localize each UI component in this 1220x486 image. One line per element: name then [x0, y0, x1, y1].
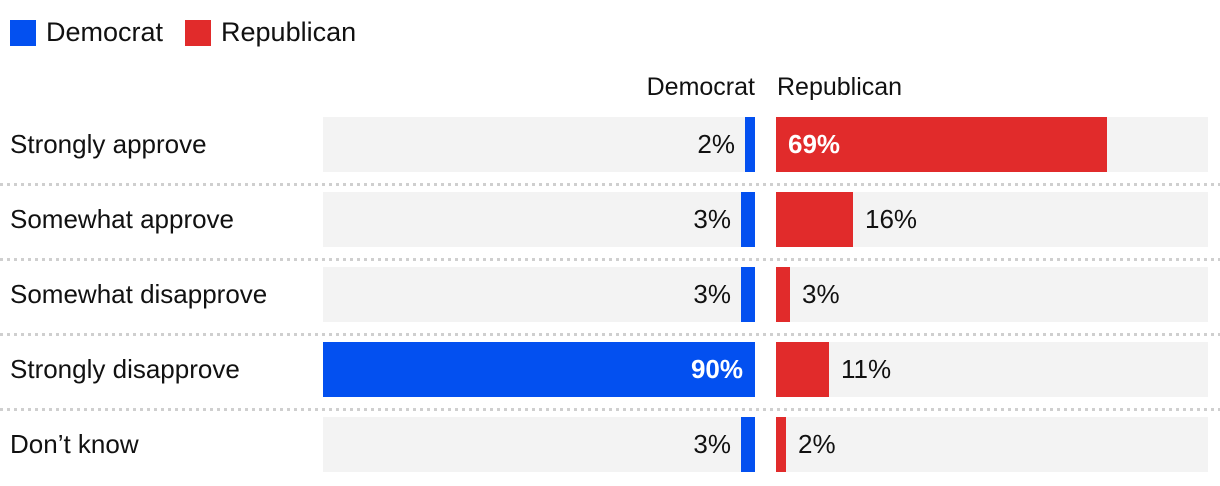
democrat-bar-track: 3%	[323, 192, 755, 247]
row-divider	[0, 333, 1220, 336]
democrat-bar	[741, 417, 755, 472]
republican-bar-track: 3%	[776, 267, 1208, 322]
category-label: Strongly approve	[10, 129, 207, 159]
democrat-bar	[741, 267, 755, 322]
row-divider	[0, 183, 1220, 186]
democrat-value-label: 3%	[693, 429, 731, 459]
legend-label-republican: Republican	[221, 17, 357, 47]
category-label: Don’t know	[10, 429, 139, 459]
republican-bar	[776, 117, 1107, 172]
republican-swatch-icon	[185, 19, 212, 46]
democrat-bar	[745, 117, 755, 172]
republican-bar-track: 2%	[776, 417, 1208, 472]
legend-item-republican: Republican	[185, 17, 356, 48]
republican-bar-track: 16%	[776, 192, 1208, 247]
republican-bar	[776, 267, 790, 322]
republican-value-label: 69%	[788, 129, 841, 159]
republican-value-label: 11%	[841, 354, 892, 384]
chart-row: Strongly disapprove 90% 11%	[0, 342, 1220, 397]
republican-bar	[776, 192, 853, 247]
category-label: Somewhat approve	[10, 204, 235, 234]
democrat-value-label: 90%	[690, 354, 743, 384]
legend-item-democrat: Democrat	[10, 17, 163, 48]
democrat-bar	[323, 342, 755, 397]
republican-bar-track: 69%	[776, 117, 1208, 172]
democrat-value-label: 3%	[693, 204, 731, 234]
democrat-bar-track: 3%	[323, 267, 755, 322]
republican-bar-track: 11%	[776, 342, 1208, 397]
row-divider	[0, 408, 1220, 411]
chart-legend: Democrat Republican	[10, 17, 356, 48]
democrat-bar-track: 2%	[323, 117, 755, 172]
legend-label-democrat: Democrat	[46, 17, 164, 47]
row-divider	[0, 258, 1220, 261]
republican-bar	[776, 342, 829, 397]
column-header-democrat: Democrat	[646, 73, 755, 101]
democrat-bar	[741, 192, 755, 247]
republican-value-label: 3%	[802, 279, 840, 309]
column-header-republican: Republican	[777, 73, 903, 101]
democrat-value-label: 2%	[697, 129, 735, 159]
chart-row: Somewhat disapprove 3% 3%	[0, 267, 1220, 322]
chart-row: Somewhat approve 3% 16%	[0, 192, 1220, 247]
chart-row: Strongly approve 2% 69%	[0, 117, 1220, 172]
democrat-value-label: 3%	[693, 279, 731, 309]
category-label: Somewhat disapprove	[10, 279, 268, 309]
category-label: Strongly disapprove	[10, 354, 240, 384]
republican-value-label: 2%	[798, 429, 836, 459]
democrat-bar-track: 90%	[323, 342, 755, 397]
democrat-bar-track: 3%	[323, 417, 755, 472]
chart-row: Don’t know 3% 2%	[0, 417, 1220, 472]
republican-bar	[776, 417, 786, 472]
democrat-swatch-icon	[10, 19, 36, 46]
republican-value-label: 16%	[865, 204, 918, 234]
